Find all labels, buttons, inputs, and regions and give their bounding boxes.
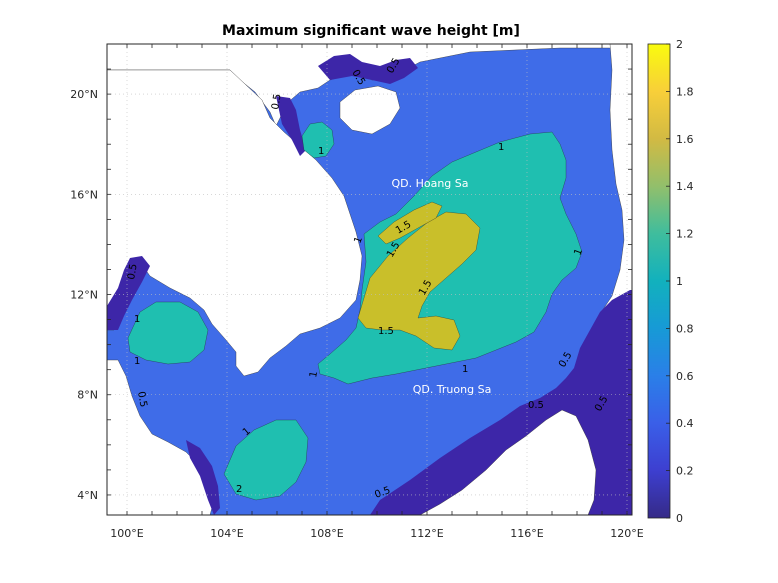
colorbar-tick-label: 0 [676,512,683,525]
x-tick-label: 100°E [110,527,143,540]
x-tick-label: 116°E [510,527,543,540]
contour-label-1-southwest: 1 [241,426,253,439]
high-band-gulf-thailand [127,301,209,365]
x-tick-label: 120°E [610,527,643,540]
y-tick-label: 16°N [70,188,98,201]
land-borneo-coast [419,409,597,515]
contour-label-1-gulf-b: 1 [134,356,140,367]
contour-label-1.5-d: 1.5 [378,326,394,337]
map-title: Maximum significant wave height [m] [222,23,520,39]
contour-label-1: 1 [498,142,504,153]
map-plot-area: 1 1 1.5 1.5 1.5 1.5 1 1 1 1 1 1 1 2 0.5 … [107,44,632,515]
y-axis-ticks: 20°N 16°N 12°N 8°N 4°N [70,88,98,502]
contour-label-0.5-malay: 0.5 [135,391,149,409]
x-tick-label: 108°E [310,527,343,540]
colorbar-tick-label: 1.6 [676,133,694,146]
contour-label-2-southwest: 2 [236,484,242,495]
contour-label-1-west: 1 [352,235,365,245]
contour-label-1-tonkin: 1 [318,146,324,157]
low-band-gulf-thailand [107,256,150,330]
high-band-tonkin [301,121,335,159]
y-tick-label: 20°N [70,88,98,101]
y-tick-label: 12°N [70,289,98,302]
colorbar-ticks: 2 1.8 1.6 1.4 1.2 1 0.8 0.6 0.4 0.2 0 [666,38,694,525]
peak-band-central [357,211,481,351]
colorbar-tick-label: 1.4 [676,180,694,193]
colorbar-tick-label: 2 [676,38,683,51]
colorbar-tick-label: 1.2 [676,228,694,241]
colorbar-tick-label: 0.6 [676,370,694,383]
colorbar-tick-label: 1.8 [676,85,694,98]
colorbar-tick-label: 0.2 [676,465,694,478]
low-band-malay-east [186,440,220,515]
high-band-southwest [223,419,309,501]
contour-label-0.5-gulf: 0.5 [126,263,140,281]
place-label-hoang-sa: QD. Hoang Sa [391,177,468,190]
map-grid [107,44,632,515]
low-band-tonkin-north [318,54,418,84]
contour-label-1-south: 1 [462,364,468,375]
contour-label-0.5-south: 0.5 [373,485,392,501]
colorbar-tick-label: 1 [676,275,683,288]
map-frame [106,43,633,516]
x-axis-ticks: 100°E 104°E 108°E 112°E 116°E 120°E [110,527,643,540]
colorbar-tick-label: 0.4 [676,417,694,430]
contour-label-1-gulf: 1 [134,314,140,325]
x-tick-label: 112°E [410,527,443,540]
contour-label-1-east: 1 [572,247,585,257]
contour-label-0.5-coast: 0.5 [270,93,284,111]
low-band-west-coast [276,96,306,156]
place-label-truong-sa: QD. Truong Sa [413,383,492,396]
contour-label-1-sw: 1 [308,370,320,378]
frame-ticks [107,44,632,515]
colorbar-tick-label: 0.8 [676,322,694,335]
land-malay-peninsula [107,359,215,515]
land-hainan [339,85,401,135]
x-tick-label: 104°E [210,527,243,540]
y-tick-label: 4°N [77,489,98,502]
peak-band-north [377,201,443,245]
contour-label-0.5-borneo: 0.5 [528,400,544,411]
y-tick-label: 8°N [77,389,98,402]
